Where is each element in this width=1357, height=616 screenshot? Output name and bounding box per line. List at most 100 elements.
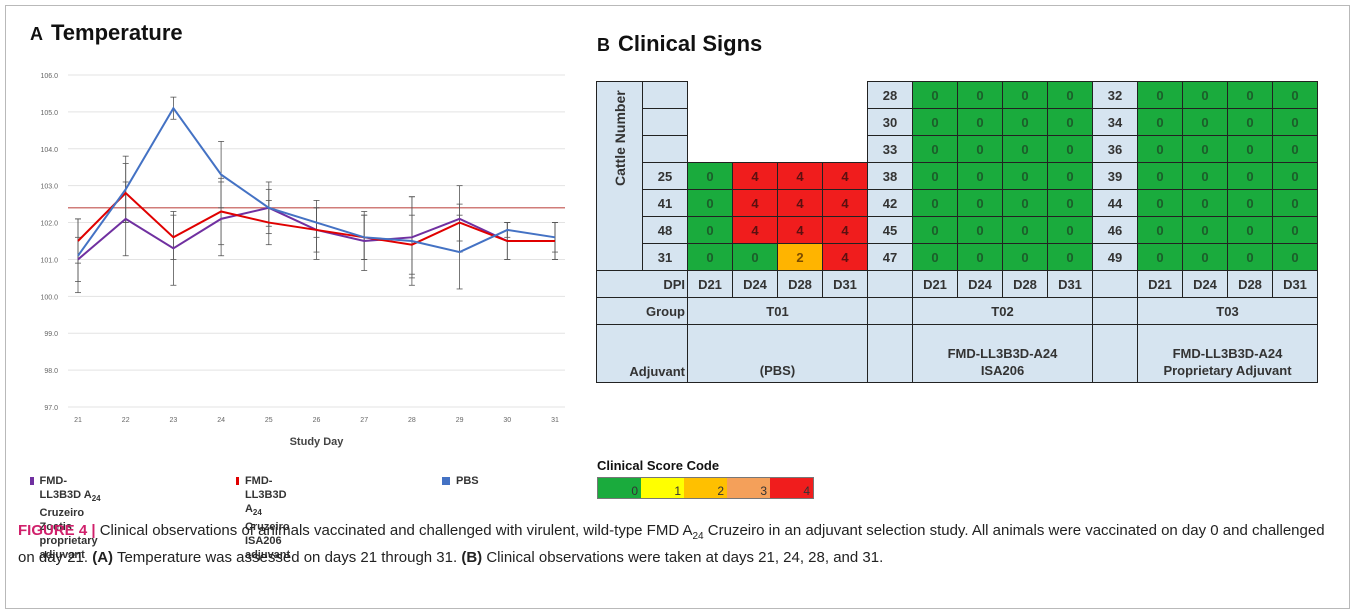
legend-label: PBS [456, 475, 479, 487]
adjuvant-name: FMD-LL3B3D-A24 Proprietary Adjuvant [1137, 324, 1318, 383]
score-cell: 0 [1137, 189, 1183, 217]
caption-subscript: 24 [692, 531, 704, 542]
cattle-number: 33 [867, 135, 913, 163]
legend-item-pbs: PBS [442, 474, 479, 488]
x-tick-label: 21 [74, 417, 82, 424]
score-cell: 0 [1227, 189, 1273, 217]
x-tick-label: 29 [456, 417, 464, 424]
cattle-number: 31 [642, 243, 688, 271]
cattle-number: 39 [1092, 162, 1138, 190]
panel-a-title-text: Temperature [51, 20, 183, 45]
score-cell: 4 [777, 216, 823, 244]
score-cell: 0 [912, 189, 958, 217]
group-name: T02 [912, 297, 1093, 325]
day-label: D31 [822, 270, 868, 298]
day-label: D21 [912, 270, 958, 298]
score-cell: 4 [732, 162, 778, 190]
group-label: Group [596, 297, 688, 325]
score-cell: 0 [1182, 162, 1228, 190]
score-cell: 0 [1137, 108, 1183, 136]
y-tick-label: 102.0 [40, 221, 58, 228]
score-cell: 0 [957, 108, 1003, 136]
cattle-number: 41 [642, 189, 688, 217]
table-row: 33 0 0 0 0 36 0 0 0 0 [597, 135, 1318, 163]
x-tick-label: 30 [503, 417, 511, 424]
score-cell: 0 [687, 162, 733, 190]
cattle-number: 45 [867, 216, 913, 244]
score-cell: 4 [822, 189, 868, 217]
score-cell: 0 [1137, 81, 1183, 109]
panel-a-title: A Temperature [30, 20, 183, 46]
x-axis-label: Study Day [290, 436, 345, 448]
y-tick-label: 104.0 [40, 147, 58, 154]
spacer-cell [1092, 324, 1138, 383]
series-line-2 [77, 106, 556, 257]
score-cell: 0 [957, 243, 1003, 271]
score-cell: 0 [957, 189, 1003, 217]
x-tick-label: 24 [217, 417, 225, 424]
x-tick-label: 25 [265, 417, 273, 424]
adjuvant-line: (PBS) [759, 363, 796, 378]
legend-swatch [236, 477, 239, 485]
score-code-box: 2 [684, 478, 727, 498]
day-label: D24 [1182, 270, 1228, 298]
score-cell: 0 [957, 162, 1003, 190]
score-cell: 0 [687, 243, 733, 271]
score-cell: 4 [822, 243, 868, 271]
score-cell: 0 [732, 243, 778, 271]
caption-b-label: (B) [461, 549, 483, 566]
cattle-number: 46 [1092, 216, 1138, 244]
x-tick-label: 23 [170, 417, 178, 424]
score-cell: 0 [1137, 162, 1183, 190]
legend-item-zoetis: FMD-LL3B3D A24 Cruzeiro Zoetis proprietar… [30, 474, 102, 562]
caption-text: Clinical observations of animals vaccina… [95, 522, 693, 539]
table-row: 30 0 0 0 0 34 0 0 0 0 [597, 108, 1318, 136]
day-label: D24 [957, 270, 1003, 298]
y-axis-label-cell: Cattle Number [596, 81, 643, 271]
panel-b-title: B Clinical Signs [597, 31, 762, 57]
score-cell: 0 [1272, 81, 1318, 109]
cattle-number: 30 [867, 108, 913, 136]
score-cell: 0 [1002, 108, 1048, 136]
score-code-box: 3 [727, 478, 770, 498]
score-cell: 0 [1047, 216, 1093, 244]
score-cell: 0 [1002, 135, 1048, 163]
score-cell: 0 [912, 162, 958, 190]
score-cell: 0 [1002, 162, 1048, 190]
score-cell: 0 [1047, 135, 1093, 163]
score-cell: 0 [1047, 108, 1093, 136]
score-cell: 0 [1002, 216, 1048, 244]
caption-text: Clinical observations were taken at days… [482, 549, 884, 566]
score-cell: 0 [1227, 216, 1273, 244]
score-cell: 0 [912, 108, 958, 136]
day-label: D31 [1047, 270, 1093, 298]
score-cell: 0 [1227, 135, 1273, 163]
table-row: 48 0 4 4 4 45 0 0 0 0 46 0 0 0 0 [597, 216, 1318, 244]
table-row: Cattle Number 28 0 0 0 0 32 0 0 0 0 [596, 81, 1318, 271]
table-row: 25 0 4 4 4 38 0 0 0 0 39 0 0 0 0 [597, 162, 1318, 190]
dpi-label: DPI [596, 270, 688, 298]
y-tick-label: 100.0 [40, 294, 58, 301]
score-cell: 0 [957, 81, 1003, 109]
day-label: D28 [1002, 270, 1048, 298]
cattle-number: 38 [867, 162, 913, 190]
score-cell: 0 [1002, 243, 1048, 271]
score-cell: 0 [1227, 108, 1273, 136]
score-cell: 0 [1272, 243, 1318, 271]
score-cell: 0 [1182, 216, 1228, 244]
score-code-box: 1 [641, 478, 684, 498]
y-tick-label: 106.0 [40, 73, 58, 80]
panel-b-title-text: Clinical Signs [618, 31, 763, 56]
x-tick-label: 26 [313, 417, 321, 424]
score-cell: 4 [822, 216, 868, 244]
adjuvant-line: FMD-LL3B3D-A24 [947, 346, 1058, 361]
score-cell: 0 [1047, 243, 1093, 271]
y-tick-label: 97.0 [44, 405, 58, 412]
x-tick-label: 28 [408, 417, 416, 424]
score-cell: 0 [1137, 135, 1183, 163]
score-cell: 0 [687, 216, 733, 244]
spacer-cell [1092, 297, 1138, 325]
score-cell: 0 [1182, 81, 1228, 109]
day-label: D28 [1227, 270, 1273, 298]
